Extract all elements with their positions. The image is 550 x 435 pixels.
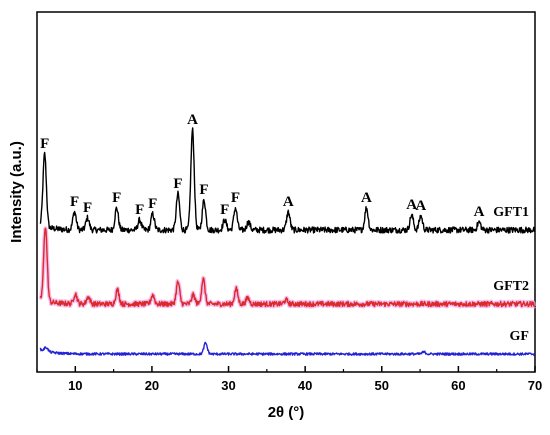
series-halo-gft2 <box>38 226 537 309</box>
x-tick-label: 10 <box>68 378 82 393</box>
y-axis-title: Intensity (a.u.) <box>8 141 25 243</box>
series-line-gft1 <box>39 127 536 234</box>
peak-label: F <box>70 194 79 210</box>
series-name-gft2: GFT2 <box>493 279 529 294</box>
x-tick-label: 50 <box>375 378 389 393</box>
peak-label: F <box>220 202 229 218</box>
x-tick-label: 40 <box>298 378 312 393</box>
x-tick-label: 20 <box>145 378 159 393</box>
peak-label: F <box>173 176 182 192</box>
series-names: GFT1 GFT2 GF <box>493 205 529 344</box>
peak-label: A <box>187 112 198 128</box>
peak-label: F <box>83 200 92 216</box>
peak-label: F <box>135 202 144 218</box>
x-tick-label: 70 <box>528 378 542 393</box>
peak-label: A <box>361 190 372 206</box>
peak-label: F <box>40 136 49 152</box>
plot-frame <box>36 11 536 373</box>
peak-label: F <box>199 182 208 198</box>
peak-label: A <box>474 204 485 220</box>
x-tick-label: 60 <box>451 378 465 393</box>
x-tick-label: 30 <box>221 378 235 393</box>
series-line-gf <box>39 341 536 356</box>
series-line-gft2 <box>39 227 536 308</box>
peak-label: F <box>231 190 240 206</box>
series-layer <box>38 127 537 356</box>
x-axis-title: 2θ (°) <box>268 404 305 421</box>
x-axis-ticks: 10 20 30 40 50 60 70 <box>36 366 542 393</box>
peak-label: F <box>148 196 157 212</box>
series-name-gf: GF <box>510 329 529 344</box>
series-name-gft1: GFT1 <box>493 205 529 220</box>
peak-label: F <box>112 190 121 206</box>
peak-label: A <box>283 194 294 210</box>
peak-label: A <box>406 197 417 213</box>
peak-label: A <box>415 198 426 214</box>
